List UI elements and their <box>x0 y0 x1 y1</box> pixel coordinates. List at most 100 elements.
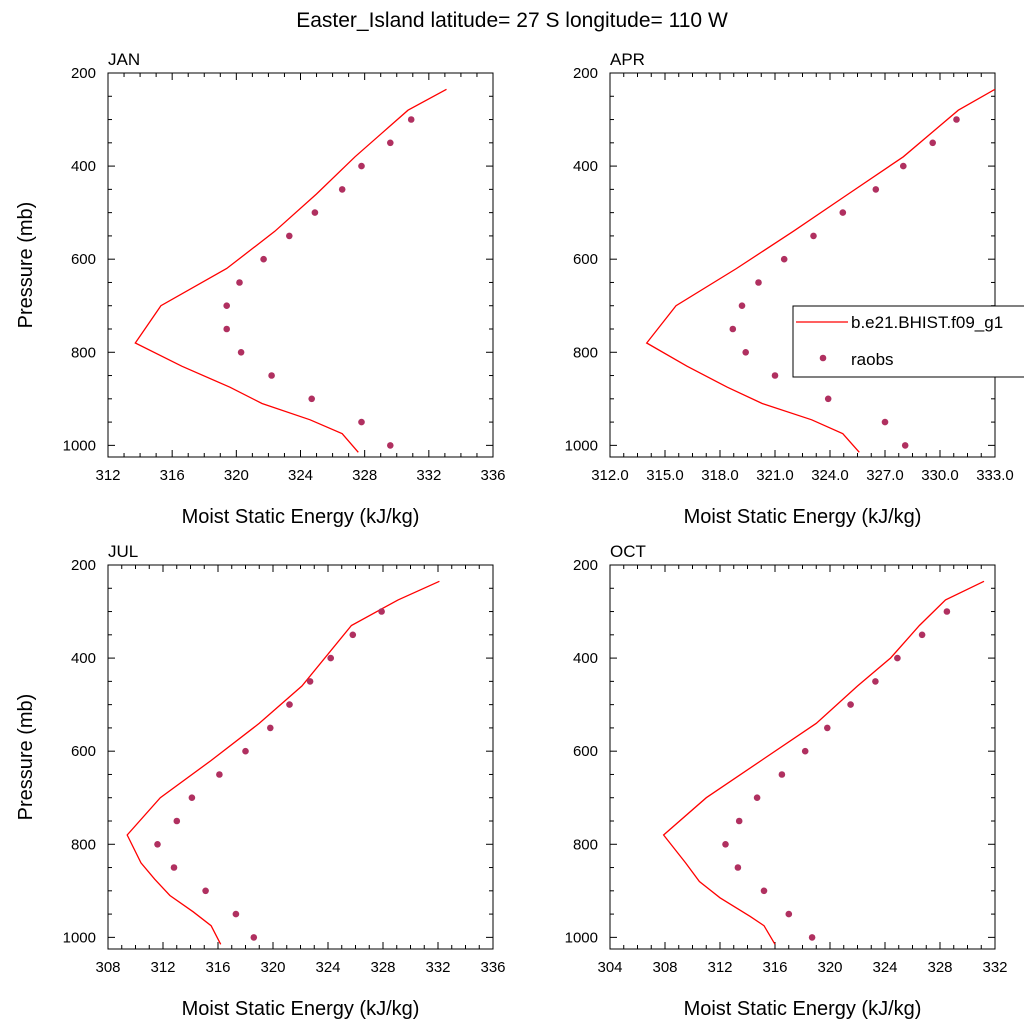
y-tick-label-oct: 200 <box>573 557 598 574</box>
x-tick-label-jul: 332 <box>425 959 450 976</box>
x-tick-label-jan: 328 <box>352 467 377 484</box>
raobs-point-oct <box>918 631 926 639</box>
legend-marker-swatch <box>819 354 827 362</box>
legend-label-obs: raobs <box>851 350 894 369</box>
raobs-point-apr <box>900 162 907 170</box>
raobs-point-oct <box>760 887 768 895</box>
raobs-point-jan <box>223 325 230 333</box>
x-tick-label-jul: 308 <box>95 959 120 976</box>
y-axis-title-jul: Pressure (mb) <box>15 694 37 821</box>
raobs-point-jan <box>260 255 267 263</box>
raobs-point-oct <box>847 701 854 708</box>
x-tick-label-apr: 321.0 <box>756 467 794 484</box>
raobs-point-oct <box>894 654 901 662</box>
raobs-point-apr <box>771 372 779 379</box>
x-tick-label-jan: 324 <box>288 467 313 484</box>
raobs-point-jan <box>268 372 275 379</box>
raobs-point-jan <box>308 395 316 403</box>
raobs-point-oct <box>943 608 951 615</box>
raobs-point-jul <box>250 934 258 941</box>
x-tick-label-jul: 320 <box>260 959 285 976</box>
y-tick-label-oct: 800 <box>573 836 598 853</box>
raobs-point-apr <box>881 418 889 426</box>
x-tick-label-jan: 320 <box>224 467 249 484</box>
raobs-point-jan <box>387 442 394 449</box>
raobs-point-apr <box>810 232 817 240</box>
raobs-point-oct <box>808 934 816 941</box>
raobs-point-jan <box>286 232 293 240</box>
panels: JAN 312 316 320 324 328 332 336 200 400 600 800 1000… <box>15 50 1014 1020</box>
model-line-jan <box>134 88 447 453</box>
raobs-point-oct <box>785 910 793 918</box>
raobs-point-jul <box>202 887 209 895</box>
raobs-point-jul <box>286 701 293 708</box>
raobs-point-apr <box>742 349 749 356</box>
x-axis-title-jul: Moist Static Energy (kJ/kg) <box>182 998 420 1020</box>
raobs-point-oct <box>722 841 729 848</box>
y-tick-label-apr: 1000 <box>565 437 598 454</box>
x-tick-label-oct: 316 <box>762 959 787 976</box>
data-layer-jul <box>126 580 440 945</box>
x-tick-label-apr: 324.0 <box>811 467 849 484</box>
x-tick-label-jan: 316 <box>160 467 185 484</box>
x-tick-label-apr: 330.0 <box>921 467 959 484</box>
y-tick-label-jul: 1000 <box>63 929 96 946</box>
raobs-point-jan <box>358 162 365 170</box>
raobs-point-jan <box>311 209 319 216</box>
raobs-point-oct <box>872 678 879 685</box>
raobs-point-apr <box>780 255 788 263</box>
raobs-point-oct <box>824 724 831 732</box>
raobs-point-jan <box>387 139 394 147</box>
y-tick-label-jul: 800 <box>71 836 96 853</box>
x-tick-label-jul: 324 <box>315 959 340 976</box>
panel-jul: JUL 308 312 316 320 324 328 332 336 200 400 600 800 1… <box>15 542 506 1020</box>
data-layer-apr <box>645 88 995 453</box>
raobs-point-jul <box>154 841 161 848</box>
x-tick-label-jan: 332 <box>416 467 441 484</box>
raobs-point-apr <box>755 279 762 286</box>
raobs-point-oct <box>735 817 743 825</box>
y-tick-label-jan: 1000 <box>63 437 96 454</box>
panel-title-jul: JUL <box>108 542 138 561</box>
legend-label-model: b.e21.BHIST.f09_g1 <box>851 313 1003 332</box>
raobs-point-apr <box>738 302 746 310</box>
legend: b.e21.BHIST.f09_g1 raobs <box>792 305 1024 378</box>
x-tick-label-oct: 324 <box>872 959 897 976</box>
raobs-point-apr <box>929 139 936 147</box>
x-tick-label-jan: 336 <box>480 467 505 484</box>
y-tick-label-apr: 400 <box>573 158 598 175</box>
raobs-point-jan <box>237 349 245 356</box>
y-tick-label-jan: 200 <box>71 65 96 82</box>
y-axis-title-jan: Pressure (mb) <box>15 202 37 329</box>
x-tick-label-apr: 318.0 <box>701 467 739 484</box>
raobs-point-apr <box>953 116 960 123</box>
raobs-point-oct <box>778 771 786 778</box>
y-tick-label-oct: 600 <box>573 743 598 760</box>
raobs-point-apr <box>824 395 832 403</box>
panel-oct: OCT 304 308 312 316 320 324 328 332 200 400 600 800 1… <box>565 542 1008 1020</box>
raobs-point-jul <box>378 608 385 615</box>
raobs-point-jul <box>216 771 223 778</box>
x-axis-title-oct: Moist Static Energy (kJ/kg) <box>684 998 922 1020</box>
raobs-point-jan <box>223 302 230 310</box>
raobs-point-apr <box>901 442 909 449</box>
x-tick-label-jul: 336 <box>480 959 505 976</box>
data-layer-oct <box>662 580 985 945</box>
x-tick-label-apr: 333.0 <box>976 467 1014 484</box>
raobs-point-jul <box>232 910 240 918</box>
raobs-point-oct <box>801 747 809 755</box>
y-tick-label-jul: 400 <box>71 650 96 667</box>
panel-jan: JAN 312 316 320 324 328 332 336 200 400 600 800 1000… <box>15 50 506 528</box>
raobs-point-apr <box>729 325 737 333</box>
x-tick-label-oct: 332 <box>982 959 1007 976</box>
raobs-point-jan <box>236 279 243 286</box>
y-tick-label-jul: 200 <box>71 557 96 574</box>
y-tick-label-jan: 800 <box>71 344 96 361</box>
y-tick-label-jan: 400 <box>71 158 96 175</box>
data-layer-jan <box>134 88 447 453</box>
panel-title-jan: JAN <box>108 50 140 69</box>
model-line-oct <box>662 580 985 945</box>
raobs-point-apr <box>872 186 880 193</box>
y-tick-label-jul: 600 <box>71 743 96 760</box>
